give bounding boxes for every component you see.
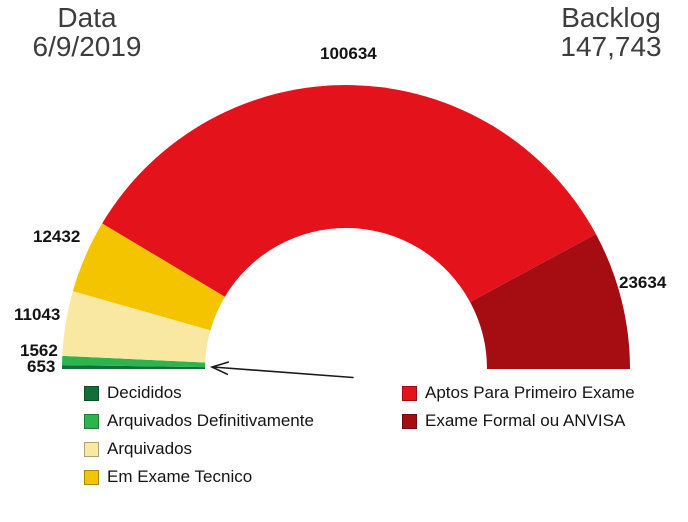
value-label-decididos: 653: [27, 357, 56, 376]
legend-label-aptos-primeiro-exame: Aptos Para Primeiro Exame: [425, 383, 635, 402]
date-block: Data 6/9/2019: [12, 3, 162, 61]
legend-right-column: Aptos Para Primeiro Exame Exame Formal o…: [402, 379, 635, 435]
gauge-segment-0: [62, 365, 206, 369]
callout-arrow: [209, 361, 354, 379]
value-label-arquivados-definitivamente: 1562: [20, 341, 58, 360]
value-label-em-exame-tecnico: 12432: [33, 227, 81, 246]
value-label-aptos-primeiro-exame: 100634: [320, 44, 377, 63]
gauge-segment-1: [62, 355, 206, 368]
legend-item-exame-formal-anvisa: Exame Formal ou ANVISA: [402, 407, 635, 435]
date-label: Data: [57, 2, 117, 33]
arrow-shaft: [212, 366, 354, 379]
legend-label-arquivados: Arquivados: [107, 439, 193, 458]
legend-item-arquivados-definitivamente: Arquivados Definitivamente: [84, 407, 314, 435]
legend-label-decididos: Decididos: [107, 383, 182, 402]
legend-swatch-arquivados: [84, 441, 99, 457]
legend-label-exame-formal-anvisa: Exame Formal ou ANVISA: [425, 411, 626, 430]
legend-label-em-exame-tecnico: Em Exame Tecnico: [107, 467, 253, 486]
legend-item-em-exame-tecnico: Em Exame Tecnico: [84, 463, 314, 491]
gauge-segment-2: [62, 291, 211, 363]
backlog-label: Backlog: [561, 2, 661, 33]
backlog-value: 147,743: [560, 31, 662, 63]
legend-item-arquivados: Arquivados: [84, 435, 314, 463]
gauge-segment-5: [470, 234, 630, 369]
gauge-segment-4: [102, 85, 596, 302]
legend-item-aptos-primeiro-exame: Aptos Para Primeiro Exame: [402, 379, 635, 407]
value-label-exame-formal-anvisa: 23634: [619, 273, 667, 292]
date-value: 6/9/2019: [32, 31, 142, 63]
legend-swatch-decididos: [84, 385, 99, 401]
legend-item-decididos: Decididos: [84, 379, 314, 407]
legend-left-column: Decididos Arquivados Definitivamente Arq…: [84, 379, 314, 491]
legend-swatch-aptos-primeiro-exame: [402, 385, 417, 401]
legend-swatch-exame-formal-anvisa: [402, 413, 417, 429]
legend-swatch-em-exame-tecnico: [84, 469, 99, 485]
value-label-arquivados: 11043: [14, 305, 61, 324]
backlog-block: Backlog 147,743: [538, 3, 684, 61]
arrow-head: [209, 361, 230, 376]
gauge-segments: [62, 85, 630, 369]
legend-swatch-arquivados-definitivamente: [84, 413, 99, 429]
legend-label-arquivados-definitivamente: Arquivados Definitivamente: [107, 411, 314, 430]
gauge-segment-3: [72, 223, 225, 331]
